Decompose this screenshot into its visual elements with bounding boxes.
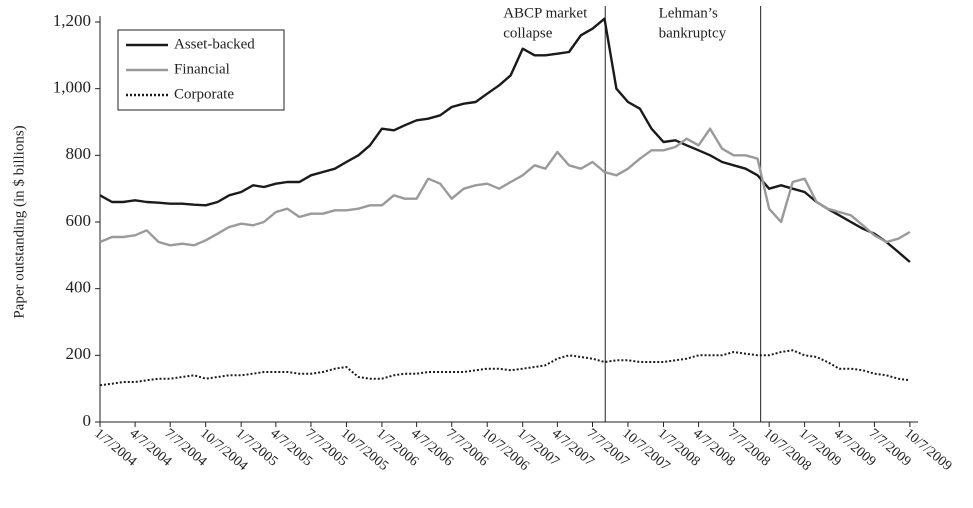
annotation: ABCP market bbox=[503, 5, 588, 21]
legend-label: Financial bbox=[174, 61, 230, 77]
y-tick-label: 0 bbox=[83, 411, 92, 430]
y-tick-label: 1,200 bbox=[53, 11, 91, 30]
y-tick-label: 800 bbox=[66, 144, 92, 163]
annotation: bankruptcy bbox=[659, 25, 727, 41]
x-tick-label: 10/7/2009 bbox=[901, 426, 954, 474]
y-axis-label: Paper outstanding (in $ billions) bbox=[11, 125, 27, 318]
y-tick-label: 600 bbox=[66, 211, 92, 230]
annotation: Lehman’s bbox=[659, 5, 718, 21]
series-line bbox=[99, 349, 911, 387]
legend-label: Asset-backed bbox=[174, 36, 255, 52]
legend-label: Corporate bbox=[174, 86, 234, 102]
y-tick-label: 200 bbox=[66, 344, 92, 363]
annotation: collapse bbox=[503, 25, 552, 41]
series-line bbox=[99, 127, 911, 247]
series-line bbox=[99, 17, 911, 263]
y-tick-label: 1,000 bbox=[53, 78, 91, 97]
y-tick-label: 400 bbox=[66, 278, 92, 297]
